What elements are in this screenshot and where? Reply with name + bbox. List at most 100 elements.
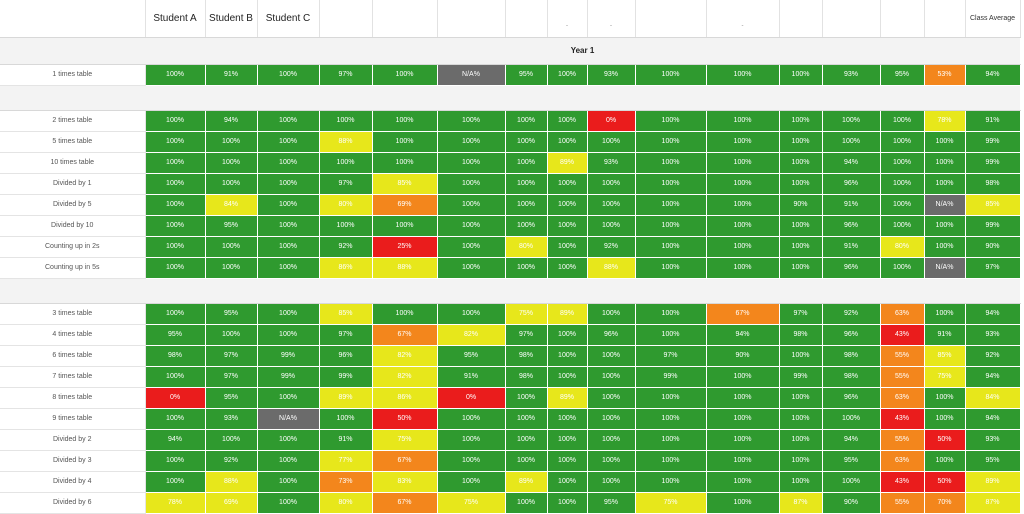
score-cell: 96% (821, 386, 881, 409)
score-cell: 86% (318, 256, 373, 279)
score-cell: 100% (546, 365, 588, 388)
class-average-cell: 99% (964, 151, 1021, 174)
score-cell: 96% (821, 214, 881, 237)
score-cell: 91% (318, 428, 373, 451)
score-cell: 50% (923, 470, 966, 493)
score-cell: 94% (705, 323, 780, 346)
score-cell: 100% (778, 235, 823, 258)
score-cell: 100% (546, 109, 588, 132)
score-cell: 95% (879, 63, 925, 86)
row-label: Divided by 2 (0, 429, 146, 451)
class-average-cell: 94% (964, 365, 1021, 388)
score-cell: 100% (705, 491, 780, 514)
score-cell: 95% (204, 302, 258, 325)
score-cell: 100% (923, 214, 966, 237)
class-average-cell: 93% (964, 323, 1021, 346)
score-cell: 100% (318, 109, 373, 132)
score-cell: 100% (634, 302, 707, 325)
score-cell: 88% (318, 130, 373, 153)
score-cell: 94% (821, 151, 881, 174)
score-cell: 100% (256, 63, 320, 86)
score-cell: 75% (634, 491, 707, 514)
score-cell: 100% (256, 151, 320, 174)
header-mark: - (610, 22, 612, 29)
score-cell: 85% (318, 302, 373, 325)
score-cell: 100% (923, 235, 966, 258)
score-cell: 100% (318, 407, 373, 430)
score-cell: 85% (371, 172, 438, 195)
score-cell: 100% (778, 386, 823, 409)
score-cell: 100% (586, 302, 636, 325)
score-cell: 100% (256, 491, 320, 514)
header-student (319, 0, 373, 38)
score-cell: 100% (436, 172, 506, 195)
table-row: 7 times table 100% 97% 99% 99% 82% 91% 98% 100% 1… (0, 365, 1021, 388)
year-section-row: Year 1 (0, 37, 1020, 65)
score-cell: 100% (256, 130, 320, 153)
score-cell: 89% (546, 151, 588, 174)
row-label: Divided by 6 (0, 492, 146, 514)
table-row: Counting up in 5s 100% 100% 100% 86% 88% 100% 1… (0, 256, 1021, 279)
score-cell: 100% (371, 214, 438, 237)
score-cell: 94% (144, 428, 206, 451)
score-cell: 100% (504, 172, 548, 195)
score-cell: 100% (256, 256, 320, 279)
score-cell: 100% (778, 109, 823, 132)
score-cell: 100% (634, 407, 707, 430)
score-cell: 87% (778, 491, 823, 514)
score-cell: 100% (546, 344, 588, 367)
score-cell: 93% (586, 151, 636, 174)
score-cell: 100% (204, 151, 258, 174)
score-cell: 95% (204, 386, 258, 409)
score-cell: 25% (371, 235, 438, 258)
table-row: Divided by 1 100% 100% 100% 97% 85% 100% 100% 10… (0, 172, 1021, 195)
score-cell: 100% (204, 235, 258, 258)
row-label: Counting up in 5s (0, 257, 146, 279)
score-cell: 100% (923, 172, 966, 195)
score-cell: 100% (546, 491, 588, 514)
score-cell: 77% (318, 449, 373, 472)
score-cell: 100% (436, 109, 506, 132)
score-cell: 100% (204, 256, 258, 279)
score-cell: 100% (778, 256, 823, 279)
score-cell: 95% (204, 214, 258, 237)
score-cell: 86% (371, 386, 438, 409)
header-student (880, 0, 925, 38)
score-cell: 100% (586, 470, 636, 493)
score-cell: 100% (586, 407, 636, 430)
header-student: - (547, 0, 588, 38)
score-cell: 100% (144, 193, 206, 216)
score-cell: 91% (204, 63, 258, 86)
score-cell: 100% (546, 130, 588, 153)
score-cell: 100% (436, 151, 506, 174)
score-cell: 100% (586, 449, 636, 472)
score-cell: 43% (879, 470, 925, 493)
section-separator (0, 84, 1020, 111)
score-cell: 100% (256, 214, 320, 237)
score-cell: N/A% (923, 256, 966, 279)
class-average-cell: 87% (964, 491, 1021, 514)
header-student-c: Student C (257, 0, 320, 38)
row-label: Divided by 10 (0, 215, 146, 237)
header-mark: - (741, 22, 744, 29)
score-cell: 100% (705, 407, 780, 430)
score-cell: 100% (821, 130, 881, 153)
score-cell: 93% (586, 63, 636, 86)
score-cell: 100% (923, 302, 966, 325)
score-cell: 85% (923, 344, 966, 367)
section-separator (0, 277, 1020, 304)
score-cell: 100% (778, 214, 823, 237)
score-cell: 43% (879, 407, 925, 430)
score-cell: 100% (256, 323, 320, 346)
score-cell: 99% (318, 365, 373, 388)
score-cell: 100% (923, 407, 966, 430)
class-average-cell: 94% (964, 407, 1021, 430)
header-student (372, 0, 438, 38)
score-cell: 100% (923, 130, 966, 153)
score-cell: 0% (586, 109, 636, 132)
table-row: Divided by 3 100% 92% 100% 77% 67% 100% 100% 100… (0, 449, 1021, 472)
score-cell: 100% (144, 172, 206, 195)
score-cell: 75% (504, 302, 548, 325)
score-cell: 100% (705, 256, 780, 279)
